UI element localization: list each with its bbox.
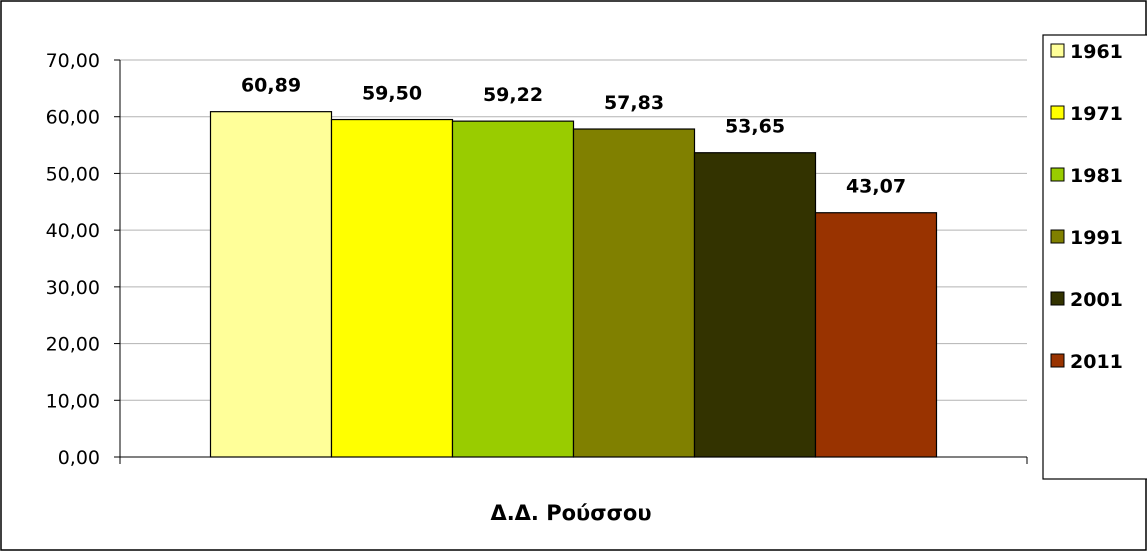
y-tick-label: 50,00 bbox=[46, 163, 100, 185]
bar-2001 bbox=[693, 152, 817, 458]
legend-swatch-1981 bbox=[1050, 167, 1065, 182]
bar-1991 bbox=[572, 128, 696, 458]
legend-label-1971: 1971 bbox=[1070, 103, 1123, 125]
data-label-2001: 53,65 bbox=[725, 116, 785, 138]
data-label-1971: 59,50 bbox=[362, 83, 422, 105]
legend-swatch-1971 bbox=[1050, 105, 1065, 120]
legend-swatch-2001 bbox=[1050, 291, 1065, 306]
y-tick-label: 60,00 bbox=[46, 107, 100, 129]
legend-label-2001: 2001 bbox=[1070, 289, 1123, 311]
legend-label-1961: 1961 bbox=[1070, 41, 1123, 63]
y-tick-label: 70,00 bbox=[46, 50, 100, 72]
legend-label-1981: 1981 bbox=[1070, 165, 1123, 187]
legend-swatch-1991 bbox=[1050, 229, 1065, 244]
y-tick-label: 30,00 bbox=[46, 277, 100, 299]
bar-1971 bbox=[330, 118, 454, 458]
y-tick-label: 10,00 bbox=[46, 390, 100, 412]
bar-2011 bbox=[814, 212, 938, 458]
y-tick-label: 40,00 bbox=[46, 220, 100, 242]
bar-1981 bbox=[451, 120, 575, 458]
y-tick-label: 20,00 bbox=[46, 334, 100, 356]
bar-1961 bbox=[209, 111, 333, 458]
legend-label-1991: 1991 bbox=[1070, 227, 1123, 249]
data-label-1961: 60,89 bbox=[241, 75, 301, 97]
data-label-2011: 43,07 bbox=[846, 176, 906, 198]
y-axis: 0,00 10,00 20,00 30,00 40,00 50,00 60,00 70,00 bbox=[46, 50, 1028, 469]
data-label-1981: 59,22 bbox=[483, 84, 543, 106]
legend-swatch-2011 bbox=[1050, 353, 1065, 368]
legend-label-2011: 2011 bbox=[1070, 351, 1123, 373]
legend-box bbox=[1042, 34, 1147, 480]
data-labels: 60,89 59,50 59,22 57,83 53,65 43,07 bbox=[241, 75, 906, 198]
bars bbox=[209, 111, 938, 458]
y-tick-label: 0,00 bbox=[58, 447, 100, 469]
x-axis-label: Δ.Δ. Ρούσσου bbox=[490, 501, 651, 525]
legend-swatch-1961 bbox=[1050, 43, 1065, 58]
legend: 1961 1971 1981 1991 2001 2011 bbox=[1042, 34, 1147, 480]
data-label-1991: 57,83 bbox=[604, 92, 664, 114]
